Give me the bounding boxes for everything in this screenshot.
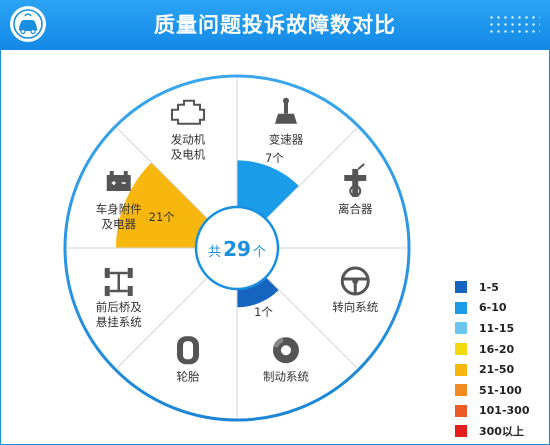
- category-icons: [104, 97, 370, 365]
- value-label: 1个: [254, 305, 273, 319]
- pie-slice-4: [237, 277, 279, 308]
- car-logo-icon: [13, 9, 43, 39]
- center-suffix: 个: [253, 245, 266, 260]
- category-label: 制动系统: [263, 369, 309, 383]
- engine-icon: [171, 99, 206, 125]
- pie-dividers: [67, 78, 407, 418]
- legend-label: 51-100: [479, 383, 522, 397]
- legend-swatch: [455, 363, 467, 376]
- category-label: 轮胎: [177, 369, 200, 383]
- legend-item: 300以上: [455, 421, 530, 442]
- center-circle: [194, 205, 280, 291]
- legend-label: 300以上: [479, 425, 524, 439]
- category-label: 悬挂系统: [96, 315, 142, 329]
- pie-divider: [266, 277, 358, 369]
- pie-slice-7: [116, 162, 208, 248]
- category-label: 发动机: [171, 133, 206, 147]
- legend-swatch: [455, 404, 467, 417]
- legend: 1-5 6-10 11-15 16-20 21-50 51-100 101-300 300以上: [455, 277, 530, 442]
- legend-item: 21-50: [455, 359, 530, 380]
- pie-slice-1: [237, 160, 299, 219]
- category-label: 及电器: [101, 217, 136, 231]
- legend-label: 11-15: [479, 321, 515, 335]
- legend-item: 11-15: [455, 318, 530, 339]
- value-label: 7个: [265, 151, 284, 165]
- chart-title: 质量问题投诉故障数对比: [154, 13, 396, 37]
- legend-label: 16-20: [479, 342, 515, 356]
- pie-divider: [116, 127, 208, 219]
- pie-divider: [116, 277, 208, 369]
- legend-item: 51-100: [455, 380, 530, 401]
- battery-icon: [106, 171, 131, 192]
- legend-label: 21-50: [479, 363, 515, 377]
- legend-label: 1-5: [479, 280, 499, 294]
- tire-icon: [177, 336, 200, 365]
- legend-item: 6-10: [455, 298, 530, 319]
- steering-wheel-icon: [340, 266, 370, 296]
- center-number: 29: [223, 237, 251, 261]
- legend-swatch: [455, 301, 467, 314]
- legend-swatch: [455, 425, 467, 438]
- category-label: 变速器: [269, 133, 304, 147]
- category-label: 转向系统: [332, 300, 378, 314]
- pie-slices: [116, 160, 299, 308]
- legend-item: 101-300: [455, 401, 530, 422]
- center-total: 共 29 个: [208, 237, 266, 261]
- legend-label: 6-10: [479, 301, 507, 315]
- category-label: 前后桥及: [96, 300, 142, 314]
- legend-item: 1-5: [455, 277, 530, 298]
- category-label: 离合器: [338, 202, 373, 216]
- legend-item: 16-20: [455, 339, 530, 360]
- legend-label: 101-300: [479, 404, 530, 418]
- value-label: 21个: [149, 210, 176, 224]
- legend-swatch: [455, 322, 467, 335]
- category-label: 车身附件: [96, 202, 142, 216]
- gear-shift-icon: [274, 97, 297, 124]
- legend-swatch: [455, 281, 467, 294]
- dots-decoration: [488, 14, 540, 36]
- category-label: 及电机: [171, 148, 206, 162]
- header-bar: 质量问题投诉故障数对比: [0, 0, 550, 50]
- logo: [10, 6, 46, 42]
- center-prefix: 共: [208, 245, 221, 260]
- axle-icon: [104, 267, 133, 296]
- legend-swatch: [455, 384, 467, 397]
- legend-swatch: [455, 343, 467, 356]
- value-labels: 7个 1个 21个: [149, 151, 285, 319]
- pie-divider: [266, 127, 358, 219]
- brake-disc-icon: [272, 337, 299, 364]
- clutch-icon: [344, 163, 367, 198]
